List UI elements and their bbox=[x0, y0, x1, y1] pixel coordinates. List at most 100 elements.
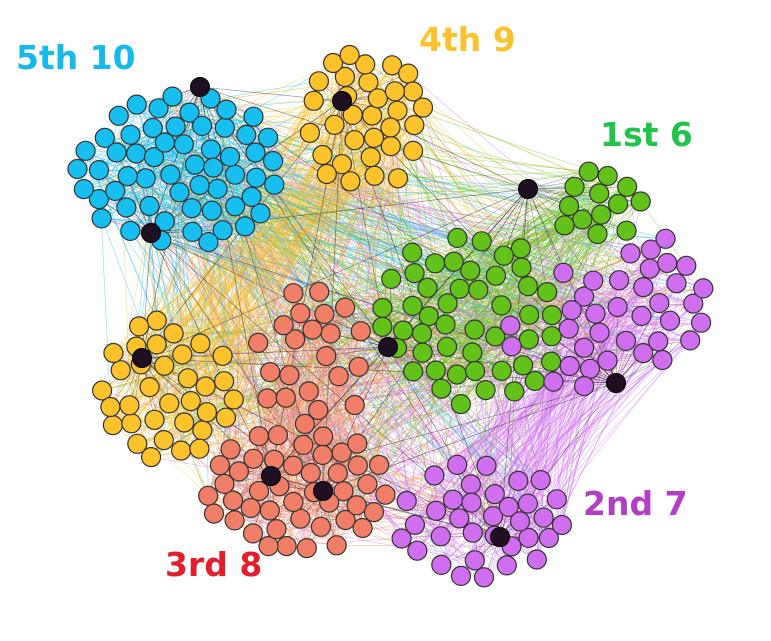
edge bbox=[257, 342, 306, 425]
node-c3 bbox=[316, 346, 337, 367]
node-c4 bbox=[308, 71, 329, 92]
node-c2 bbox=[461, 492, 482, 513]
edge bbox=[300, 114, 353, 314]
node-c5 bbox=[75, 140, 96, 161]
node-c2 bbox=[559, 355, 580, 377]
node-c1 bbox=[450, 394, 471, 415]
node-c4 bbox=[192, 420, 213, 441]
node-c2 bbox=[693, 278, 714, 299]
node-c3 bbox=[267, 425, 288, 446]
node-c2 bbox=[561, 300, 582, 321]
edge bbox=[434, 186, 575, 264]
edge bbox=[98, 169, 413, 307]
hub-edge bbox=[150, 157, 155, 234]
node-c2 bbox=[573, 286, 595, 307]
node-c4 bbox=[163, 323, 184, 344]
node-c1 bbox=[518, 329, 540, 350]
node-c1 bbox=[418, 306, 439, 327]
edge bbox=[412, 305, 521, 522]
node-c1 bbox=[412, 342, 433, 363]
edge bbox=[131, 137, 375, 424]
edge bbox=[172, 96, 704, 289]
node-c1 bbox=[404, 263, 425, 284]
node-c4 bbox=[172, 344, 193, 365]
edge bbox=[273, 178, 399, 460]
node-c5 bbox=[245, 142, 266, 163]
node-c1 bbox=[381, 268, 402, 289]
node-c2 bbox=[500, 315, 521, 336]
node-c3 bbox=[350, 321, 371, 342]
node-c5 bbox=[236, 124, 257, 145]
hub-edge bbox=[354, 346, 389, 406]
node-c5 bbox=[91, 208, 112, 229]
node-c4 bbox=[382, 55, 403, 76]
node-c4 bbox=[102, 415, 124, 436]
node-c1 bbox=[465, 360, 486, 382]
node-c4 bbox=[380, 136, 401, 157]
edge bbox=[230, 385, 585, 450]
node-c5 bbox=[200, 139, 222, 160]
node-c1 bbox=[591, 204, 612, 225]
node-c1 bbox=[475, 380, 496, 401]
node-c4 bbox=[387, 168, 409, 189]
node-c3 bbox=[276, 535, 297, 557]
node-c2 bbox=[526, 549, 547, 570]
node-c3 bbox=[348, 356, 369, 377]
node-c2 bbox=[597, 350, 618, 371]
cluster-label-1st: 1st 6 bbox=[600, 115, 693, 154]
node-c1 bbox=[402, 295, 423, 316]
node-c3 bbox=[344, 394, 365, 416]
edge bbox=[210, 98, 407, 502]
node-c5 bbox=[201, 200, 222, 221]
node-c5 bbox=[219, 146, 241, 167]
node-c4 bbox=[190, 333, 211, 354]
node-c1 bbox=[372, 297, 393, 319]
hub-edge bbox=[453, 188, 529, 262]
node-c5 bbox=[126, 143, 147, 164]
node-c1 bbox=[519, 304, 540, 325]
node-c2 bbox=[553, 262, 574, 283]
node-c2 bbox=[476, 455, 497, 476]
edge bbox=[274, 184, 522, 268]
node-c5 bbox=[263, 151, 284, 172]
node-c3 bbox=[279, 365, 300, 386]
hub-link bbox=[270, 100, 343, 477]
node-c2 bbox=[620, 243, 641, 264]
node-c3 bbox=[375, 484, 396, 505]
node-c1 bbox=[540, 351, 562, 372]
node-c4 bbox=[174, 412, 195, 433]
edge bbox=[156, 186, 575, 345]
node-c2 bbox=[538, 527, 560, 549]
node-c2 bbox=[496, 555, 517, 576]
node-c4 bbox=[119, 395, 140, 416]
node-c4 bbox=[214, 371, 235, 392]
edge bbox=[414, 324, 446, 525]
node-c3 bbox=[203, 503, 225, 524]
edge bbox=[506, 365, 570, 566]
node-c1 bbox=[417, 277, 438, 298]
hub-link bbox=[141, 188, 529, 359]
node-c5 bbox=[250, 203, 271, 224]
node-c3 bbox=[242, 523, 264, 544]
node-c5 bbox=[179, 102, 200, 123]
node-c3 bbox=[290, 303, 311, 324]
node-c5 bbox=[192, 115, 213, 137]
node-c3 bbox=[347, 455, 368, 476]
node-c2 bbox=[464, 550, 485, 571]
node-c5 bbox=[173, 134, 194, 155]
node-c5 bbox=[182, 221, 203, 242]
hub-edge bbox=[135, 153, 152, 234]
node-c5 bbox=[246, 167, 267, 188]
edge bbox=[222, 230, 368, 485]
edge bbox=[112, 213, 261, 426]
edge bbox=[536, 381, 554, 560]
node-c5 bbox=[88, 189, 110, 210]
hub-edge bbox=[152, 86, 201, 129]
node-c2 bbox=[631, 305, 652, 326]
node-c5 bbox=[184, 154, 205, 175]
node-c4 bbox=[316, 163, 337, 185]
node-c4 bbox=[324, 114, 345, 135]
node-c5 bbox=[135, 168, 156, 189]
node-c2 bbox=[659, 310, 681, 331]
node-c3 bbox=[314, 303, 335, 325]
